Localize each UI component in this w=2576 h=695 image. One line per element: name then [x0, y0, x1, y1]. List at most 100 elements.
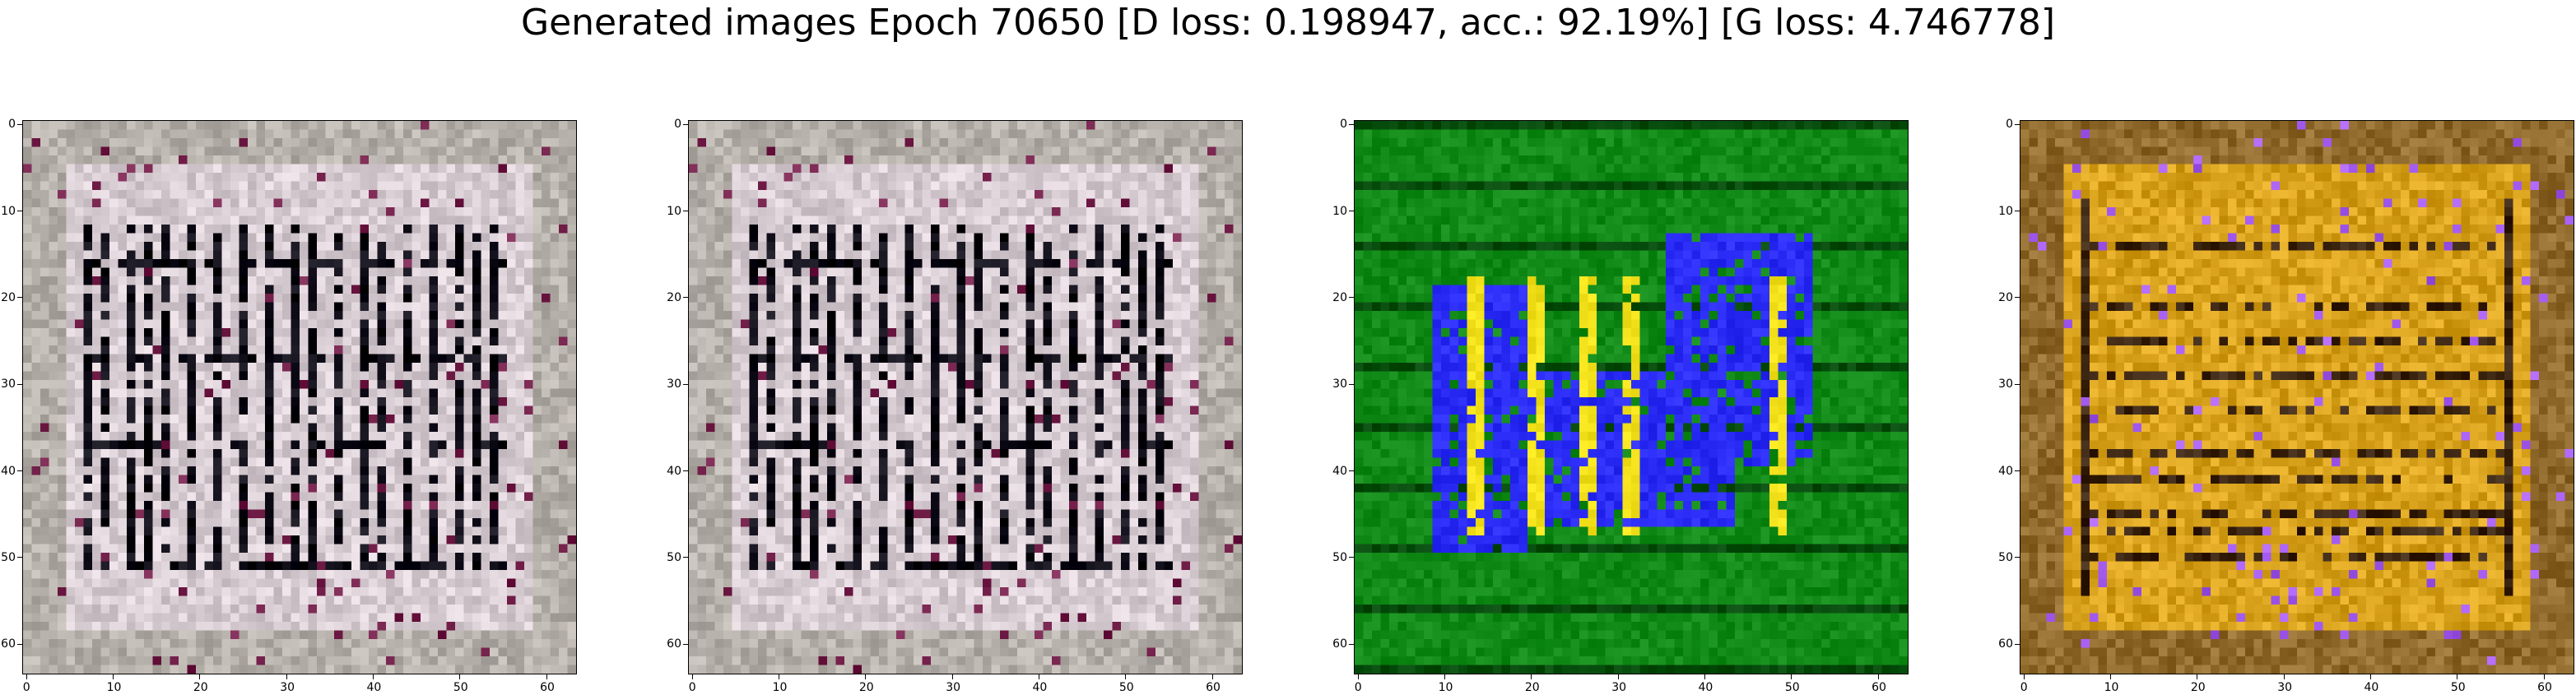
subplot-1-canvas	[23, 121, 576, 674]
subplot-2-xtick-mark	[691, 674, 693, 679]
subplot-1-xtick-label: 50	[453, 681, 468, 694]
subplot-4-image	[2020, 120, 2574, 674]
subplot-3-ytick-label: 40	[1332, 464, 1347, 478]
subplot-2-ytick-label: 10	[667, 204, 681, 218]
subplot-1-xtick-mark	[373, 674, 374, 679]
subplot-4-xtick-mark	[2110, 674, 2112, 679]
subplot-2-ytick-label: 60	[667, 637, 681, 651]
subplot-4-xtick-label: 50	[2450, 681, 2466, 694]
subplot-3-xtick-label: 60	[1872, 681, 1886, 694]
figure-title: Generated images Epoch 70650 [D loss: 0.…	[520, 2, 2056, 44]
subplot-2-ytick-mark	[683, 123, 688, 125]
subplot-2-xtick-mark	[951, 674, 953, 679]
subplot-1-ytick-label: 30	[1, 378, 16, 392]
subplot-2-xtick-mark	[865, 674, 867, 679]
subplot-4-xtick-label: 10	[2104, 681, 2119, 694]
subplot-3-ytick-label: 20	[1332, 290, 1347, 304]
subplot-4-xtick-label: 60	[2537, 681, 2552, 694]
subplot-3-xtick-label: 40	[1698, 681, 1713, 694]
subplot-1-xtick-mark	[26, 674, 27, 679]
subplot-3-xtick-mark	[1791, 674, 1793, 679]
subplot-4-ytick-label: 10	[1998, 204, 2013, 218]
subplot-2-xtick-label: 60	[1206, 681, 1221, 694]
subplot-2-xtick-label: 10	[772, 681, 788, 694]
subplot-3-xtick-mark	[1877, 674, 1879, 679]
subplot-2-ytick-mark	[683, 383, 688, 385]
subplot-2-ytick-label: 20	[667, 290, 681, 304]
subplot-2-canvas	[689, 121, 1242, 674]
subplot-2-xtick-label: 0	[688, 681, 696, 694]
subplot-1-ytick-label: 40	[1, 464, 16, 478]
subplot-2-xtick-label: 20	[858, 681, 874, 694]
subplot-2-ytick-label: 50	[667, 550, 681, 564]
subplot-4-ytick-label: 40	[1998, 464, 2013, 478]
subplot-3-ytick-label: 0	[1340, 118, 1347, 132]
subplot-3-image	[1354, 120, 1909, 674]
subplot-3-ytick-mark	[1349, 297, 1354, 299]
subplot-2-ytick-label: 30	[667, 378, 681, 392]
subplot-4-xtick-label: 30	[2277, 681, 2293, 694]
subplot-3-ytick-mark	[1349, 383, 1354, 385]
subplot-1-ytick-label: 10	[1, 204, 16, 218]
subplot-3-ytick-label: 60	[1332, 637, 1347, 651]
subplot-4-xtick-mark	[2283, 674, 2285, 679]
subplot-3-ytick-label: 30	[1332, 378, 1347, 392]
subplot-1-ytick-label: 0	[8, 118, 16, 132]
subplot-3-xtick-mark	[1704, 674, 1706, 679]
subplot-2-xtick-label: 40	[1032, 681, 1048, 694]
subplot-1-ytick-label: 20	[1, 290, 16, 304]
subplot-2-ytick-mark	[683, 557, 688, 558]
subplot-1-image	[22, 120, 577, 674]
subplot-2-ytick-mark	[683, 297, 688, 299]
subplot-1-xtick-label: 0	[22, 681, 30, 694]
subplot-1-ytick-mark	[17, 557, 22, 558]
subplot-4-ytick-label: 30	[1998, 378, 2013, 392]
subplot-3-xtick-label: 0	[1354, 681, 1362, 694]
subplot-2-ytick-label: 40	[667, 464, 681, 478]
subplot-4-xtick-label: 0	[2020, 681, 2028, 694]
subplot-1-xtick-label: 40	[366, 681, 382, 694]
subplot-3-xtick-label: 30	[1611, 681, 1627, 694]
subplot-1-xtick-label: 20	[193, 681, 208, 694]
subplot-1-ytick-mark	[17, 297, 22, 299]
subplot-4-ytick-label: 60	[1998, 637, 2013, 651]
subplot-4-xtick-mark	[2370, 674, 2372, 679]
subplot-1-xtick-label: 60	[540, 681, 555, 694]
subplot-2-ytick-mark	[683, 643, 688, 645]
subplot-3-xtick-label: 10	[1438, 681, 1453, 694]
subplot-4-ytick-mark	[2015, 643, 2020, 645]
subplot-3-xtick-label: 50	[1784, 681, 1800, 694]
subplot-4-ytick-label: 50	[1998, 550, 2013, 564]
subplot-1-ytick-mark	[17, 123, 22, 125]
subplot-2-image	[688, 120, 1243, 674]
subplot-1-xtick-mark	[113, 674, 114, 679]
subplot-3-ytick-mark	[1349, 470, 1354, 472]
subplot-3-xtick-mark	[1617, 674, 1619, 679]
subplot-3-ytick-mark	[1349, 123, 1354, 125]
subplot-2-xtick-mark	[1125, 674, 1127, 679]
subplot-4-ytick-mark	[2015, 470, 2020, 472]
subplot-1-ytick-mark	[17, 643, 22, 645]
subplot-1-xtick-mark	[459, 674, 461, 679]
subplot-3-xtick-mark	[1444, 674, 1446, 679]
subplot-3-xtick-label: 20	[1524, 681, 1540, 694]
subplot-4-ytick-mark	[2015, 557, 2020, 558]
subplot-1-ytick-mark	[17, 383, 22, 385]
subplot-3-ytick-label: 10	[1332, 204, 1347, 218]
subplot-4-xtick-mark	[2023, 674, 2025, 679]
subplot-2-ytick-mark	[683, 470, 688, 472]
subplot-1-xtick-mark	[546, 674, 547, 679]
subplot-4-xtick-label: 40	[2364, 681, 2379, 694]
subplot-3-ytick-mark	[1349, 643, 1354, 645]
subplot-4-xtick-label: 20	[2190, 681, 2206, 694]
subplot-4-ytick-mark	[2015, 123, 2020, 125]
subplot-3-ytick-mark	[1349, 557, 1354, 558]
subplot-3-xtick-mark	[1531, 674, 1532, 679]
subplot-1-ytick-label: 60	[1, 637, 16, 651]
subplot-3-xtick-mark	[1357, 674, 1359, 679]
subplot-1-xtick-label: 30	[280, 681, 295, 694]
subplot-4-ytick-mark	[2015, 383, 2020, 385]
subplot-3-ytick-label: 50	[1332, 550, 1347, 564]
subplot-4-xtick-mark	[2543, 674, 2545, 679]
subplot-1-xtick-label: 10	[106, 681, 122, 694]
